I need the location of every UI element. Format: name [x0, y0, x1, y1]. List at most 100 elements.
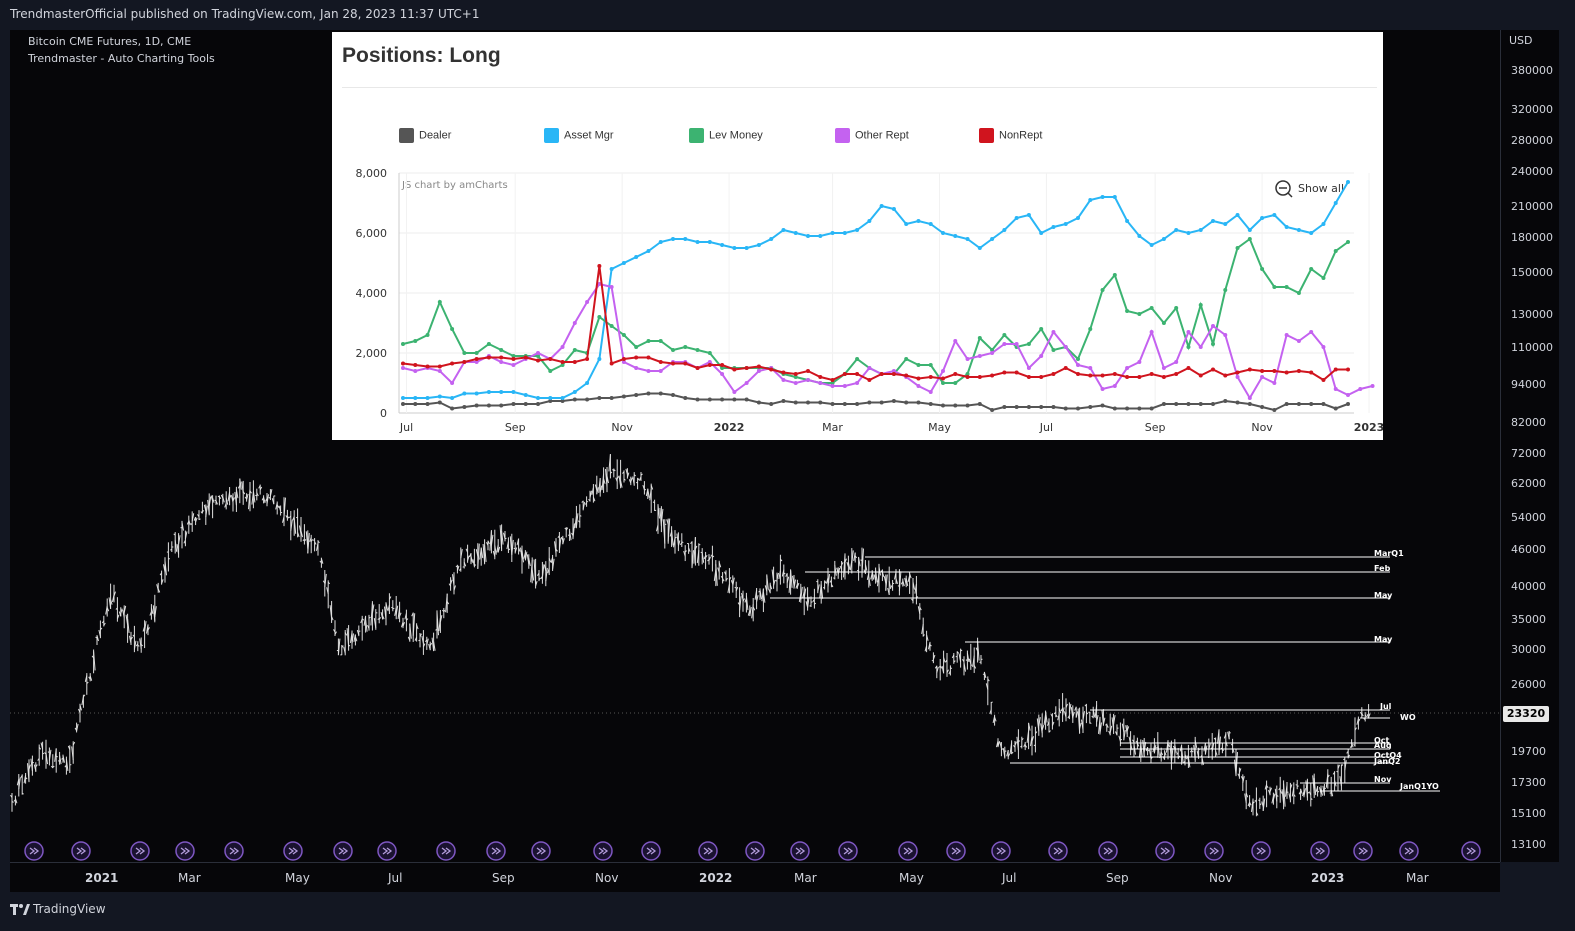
legend-item-asset-mgr[interactable]: Asset Mgr [544, 128, 614, 143]
price-bar [666, 518, 671, 544]
data-point [793, 231, 798, 235]
level-line: JanQ1YO [1320, 782, 1440, 792]
data-point [1161, 375, 1166, 379]
price-bar [108, 583, 113, 609]
data-point [1296, 402, 1301, 406]
price-axis[interactable]: USD 380000 320000 280000 240000 210000 180000… [1500, 30, 1559, 862]
price-bar [1169, 740, 1174, 770]
price-bar [1240, 774, 1245, 791]
legend-item-dealer[interactable]: Dealer [399, 128, 451, 143]
time-marker-icon[interactable] [224, 841, 244, 861]
time-marker-icon[interactable] [71, 841, 91, 861]
x-tick-label: Nov [1251, 421, 1273, 434]
time-marker-icon[interactable] [1310, 841, 1330, 861]
time-marker-icon[interactable] [1399, 841, 1419, 861]
price-bar [734, 581, 739, 598]
data-point [634, 366, 639, 370]
price-bar [231, 493, 235, 512]
time-label: Mar [1406, 871, 1429, 885]
data-point [511, 357, 516, 361]
data-point [450, 361, 455, 366]
price-bar [343, 630, 348, 656]
indicator-legend[interactable]: Trendmaster - Auto Charting Tools [28, 52, 215, 65]
price-bar [370, 601, 375, 631]
data-point [1002, 405, 1007, 409]
time-marker-icon[interactable] [283, 841, 303, 861]
time-marker-icon[interactable] [946, 841, 966, 861]
time-marker-icon[interactable] [486, 841, 506, 861]
price-bar [322, 570, 327, 597]
legend-item-nonrept[interactable]: NonRept [979, 128, 1042, 143]
legend-item-lev-money[interactable]: Lev Money [689, 128, 763, 143]
show-all-button[interactable]: Show all [1275, 180, 1344, 198]
data-point [1247, 402, 1252, 406]
time-marker-icon[interactable] [175, 841, 195, 861]
price-bar [251, 480, 256, 509]
data-point [499, 390, 504, 394]
time-marker-icon[interactable] [333, 841, 353, 861]
time-marker-icon[interactable] [698, 841, 718, 861]
time-marker-icon[interactable] [641, 841, 661, 861]
price-bar [438, 609, 443, 633]
data-point [560, 360, 565, 364]
data-point [671, 348, 675, 352]
level-label: May [1374, 635, 1393, 644]
price-bar [690, 541, 694, 569]
x-tick-label: May [928, 421, 951, 434]
time-marker-icon[interactable] [436, 841, 456, 861]
price-bar [962, 656, 966, 676]
data-point [867, 378, 872, 382]
price-bar [1271, 792, 1276, 805]
data-point [1198, 373, 1203, 378]
price-bar [1162, 750, 1167, 760]
data-point [646, 355, 651, 360]
price-bar [588, 490, 592, 502]
time-marker-icon[interactable] [991, 841, 1011, 861]
time-marker-icon[interactable] [531, 841, 551, 861]
data-point [842, 384, 847, 388]
price-bar [1186, 744, 1191, 768]
data-point [695, 366, 700, 370]
data-point [401, 396, 405, 400]
time-marker-icon[interactable] [1048, 841, 1068, 861]
price-bar [710, 545, 715, 572]
data-point [891, 399, 896, 403]
time-axis[interactable]: 2021 Mar May Jul Sep Nov 2022 Mar May Jul Sep Nov 20… [10, 862, 1500, 893]
time-marker-icon[interactable] [130, 841, 150, 861]
data-point [1186, 330, 1191, 334]
time-marker-icon[interactable] [838, 841, 858, 861]
time-marker-icon[interactable] [24, 841, 44, 861]
data-point [511, 402, 516, 406]
data-point [1211, 402, 1215, 406]
data-point [1211, 342, 1215, 346]
data-point [891, 369, 896, 373]
time-marker-icon[interactable] [745, 841, 765, 861]
data-point [1002, 370, 1007, 375]
data-point [511, 390, 516, 394]
legend-item-other-rept[interactable]: Other Rept [835, 128, 909, 143]
time-marker-icon[interactable] [898, 841, 918, 861]
price-bar [475, 543, 480, 569]
level-line: Aug [1120, 741, 1392, 750]
data-point [1260, 267, 1265, 271]
price-bar [1156, 732, 1160, 758]
time-marker-icon[interactable] [377, 841, 397, 861]
price-bar [713, 560, 718, 587]
price-bar [57, 751, 62, 765]
time-marker-icon[interactable] [1098, 841, 1118, 861]
symbol-legend[interactable]: Bitcoin CME Futures, 1D, CME [28, 35, 192, 48]
price-bar [550, 554, 555, 571]
price-bar [1060, 693, 1065, 722]
y-tick-label: 0 [380, 407, 387, 420]
data-point [1370, 384, 1375, 388]
price-bar [788, 569, 793, 595]
price-bar [1013, 740, 1017, 752]
time-marker-icon[interactable] [1251, 841, 1271, 861]
time-marker-icon[interactable] [1461, 841, 1481, 861]
time-marker-icon[interactable] [1155, 841, 1175, 861]
time-marker-icon[interactable] [790, 841, 810, 861]
time-marker-icon[interactable] [1353, 841, 1373, 861]
series-line [402, 265, 1348, 382]
time-marker-icon[interactable] [593, 841, 613, 861]
time-marker-icon[interactable] [1204, 841, 1224, 861]
